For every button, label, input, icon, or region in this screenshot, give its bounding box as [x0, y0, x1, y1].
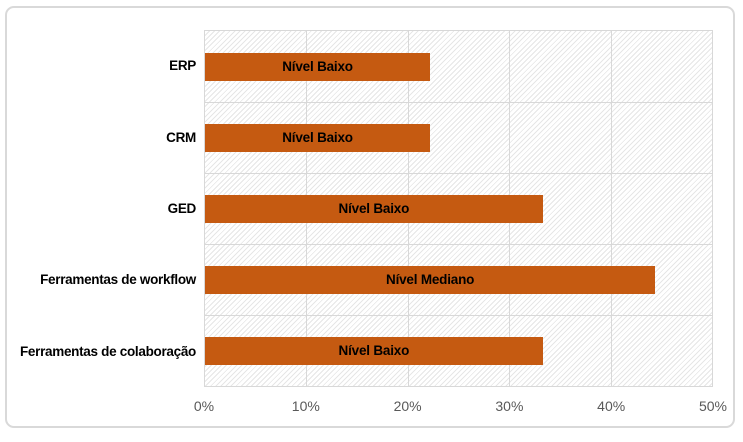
gridline-horizontal [205, 102, 712, 103]
category-row: GED [8, 173, 197, 244]
gridline-horizontal [205, 244, 712, 245]
bar-value-label: Nível Baixo [338, 201, 410, 216]
category-label-colaboracao: Ferramentas de colaboração [19, 343, 196, 359]
bar-row: Nível Baixo [205, 102, 712, 173]
category-row: Ferramentas de colaboração [8, 316, 196, 387]
category-label-crm: CRM [166, 129, 196, 145]
gridline-vertical-40pct [610, 31, 612, 386]
x-tick-label-20: 20% [393, 398, 422, 414]
bar-value-label: Nível Baixo [282, 130, 353, 145]
category-label-ged: GED [167, 201, 197, 217]
bar-erp: Nível Baixo [205, 52, 431, 81]
gridline-horizontal [205, 173, 712, 174]
x-tick-label-30: 30% [495, 398, 524, 414]
x-axis-tick-labels: 0% 10% 20% 30% 40% 50% [194, 398, 727, 418]
category-row: CRM [8, 101, 196, 172]
y-axis-category-labels: ERP CRM GED Ferramentas de workflow Ferr… [8, 30, 196, 387]
bar-row: Nível Mediano [205, 244, 712, 315]
x-tick-label-40: 40% [597, 398, 626, 414]
bar-workflow: Nível Mediano [205, 265, 656, 294]
plot-area: Nível Baixo Nível Baixo Nível Baixo Níve… [204, 30, 713, 387]
bar-rows: Nível Baixo Nível Baixo Nível Baixo Níve… [205, 31, 712, 386]
bar-ged: Nível Baixo [205, 194, 543, 223]
category-label-erp: ERP [169, 58, 196, 74]
bar-value-label: Nível Baixo [282, 59, 353, 74]
bar-value-label: Nível Baixo [338, 343, 410, 358]
x-tick-label-50: 50% [698, 398, 728, 414]
bar-row: Nível Baixo [205, 31, 712, 102]
bar-row: Nível Baixo [205, 173, 712, 244]
x-tick-label-10: 10% [291, 398, 320, 414]
bar-crm: Nível Baixo [205, 123, 431, 152]
category-label-workflow: Ferramentas de workflow [40, 272, 196, 288]
category-row: ERP [8, 30, 196, 101]
gridline-horizontal [205, 315, 712, 316]
bar-value-label: Nível Mediano [386, 272, 475, 287]
category-row: Ferramentas de workflow [8, 244, 196, 315]
x-tick-label-0: 0% [193, 398, 215, 414]
bar-row: Nível Baixo [205, 315, 712, 386]
bar-colaboracao: Nível Baixo [205, 336, 543, 365]
